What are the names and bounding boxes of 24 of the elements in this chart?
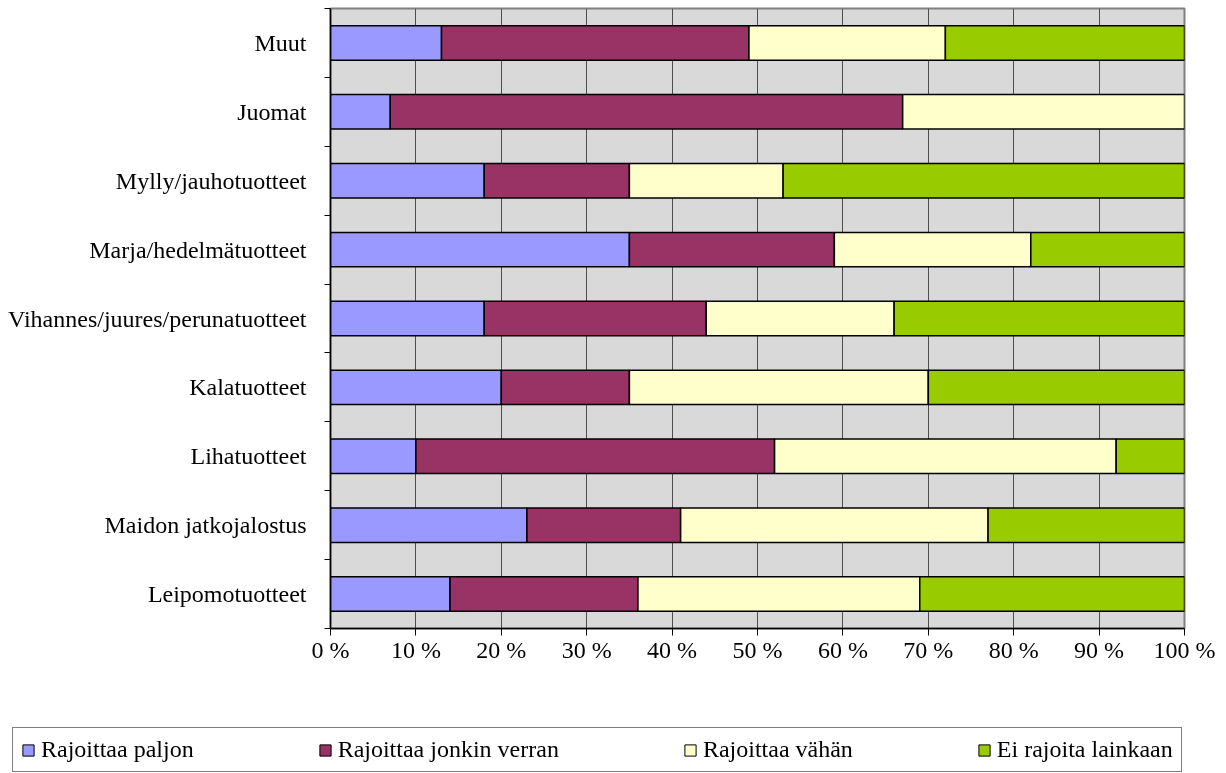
y-tick-label: Mylly/jauhotuotteet [115,167,307,194]
legend-label: Ei rajoita lainkaan [996,736,1173,763]
y-tick-label: Lihatuotteet [190,443,307,470]
y-tick-label: Kalatuotteet [189,374,307,401]
y-tick-label: Juomat [237,98,307,125]
y-tick-label: Muut [254,29,307,56]
legend-label: Rajoittaa vähän [702,736,853,763]
x-tick-label: 30 % [561,636,612,663]
x-tick-label: 0 % [311,636,350,663]
x-tick-label: 50 % [732,636,783,663]
x-tick-label: 70 % [903,636,954,663]
x-tick-label: 10 % [390,636,441,663]
x-tick-label: 100 % [1153,636,1216,663]
y-tick-label: Marja/hedelmätuotteet [89,236,307,263]
x-tick-label: 90 % [1074,636,1125,663]
y-tick-label: Leipomotuotteet [147,581,307,608]
legend-label: Rajoittaa paljon [41,736,194,763]
y-tick-label: Maidon jatkojalostus [104,512,307,539]
x-tick-label: 20 % [476,636,527,663]
y-tick-label: Vihannes/juures/perunatuotteet [8,305,307,332]
x-tick-label: 80 % [988,636,1039,663]
x-tick-label: 60 % [817,636,868,663]
x-tick-label: 40 % [647,636,698,663]
legend-label: Rajoittaa jonkin verran [337,736,559,763]
